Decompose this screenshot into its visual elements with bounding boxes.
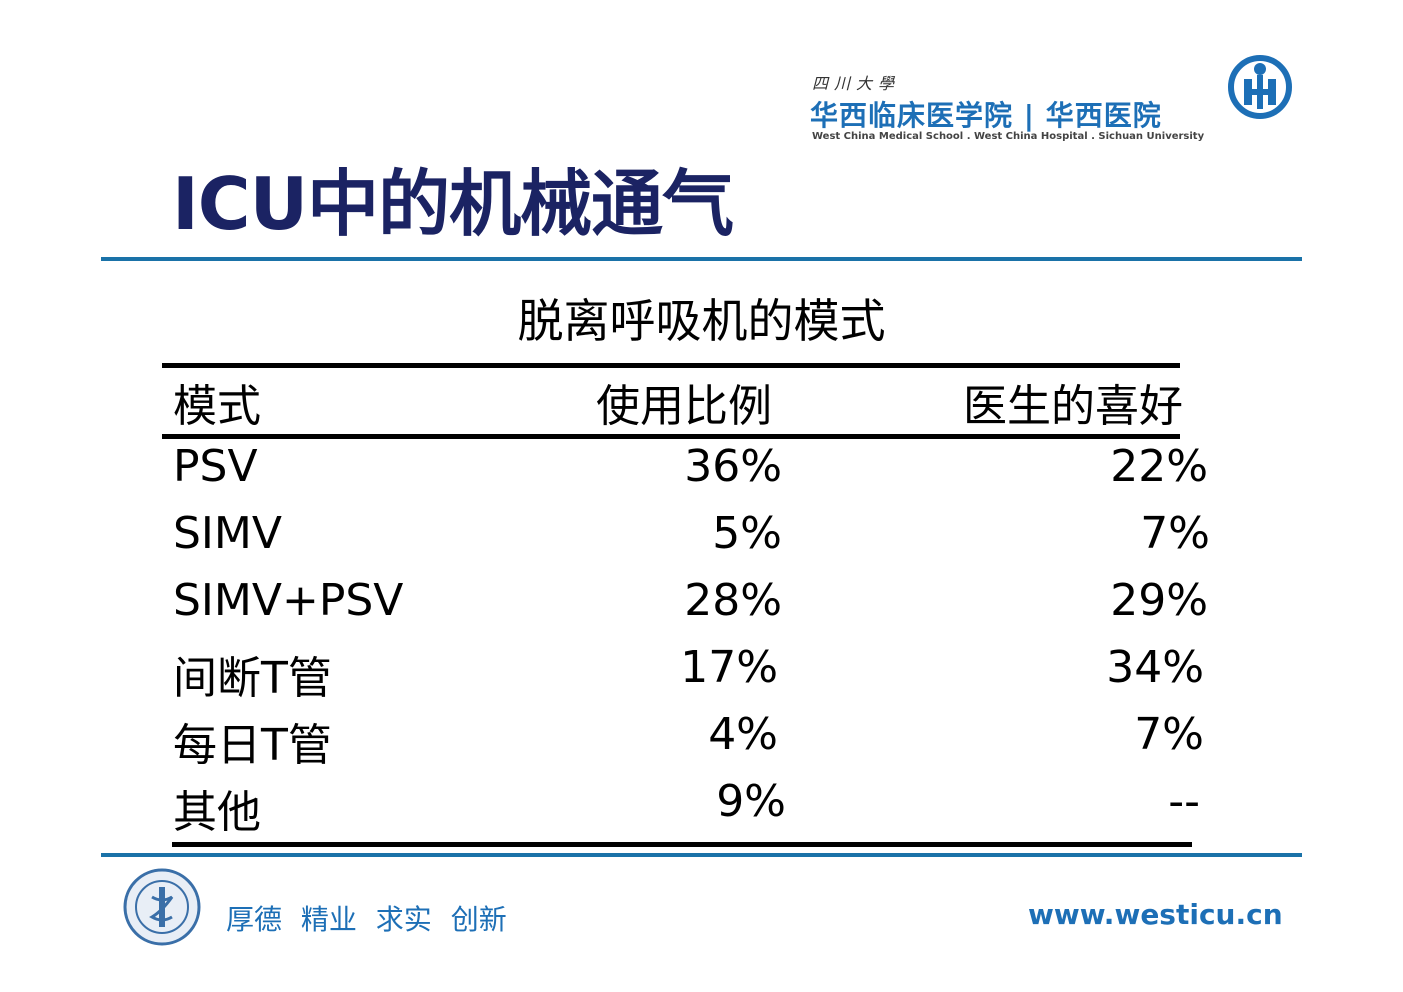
top-divider: [101, 257, 1302, 261]
table-top-rule: [162, 363, 1180, 368]
preference-cell: 29%: [1110, 575, 1208, 626]
table-bottom-rule: [172, 842, 1192, 847]
footer-slogan: 厚德 精业 求实 创新: [226, 903, 507, 936]
institution-logo-text: 华西临床医学院 | 华西医院: [810, 99, 1162, 132]
table-header-preference: 医生的喜好: [963, 381, 1183, 432]
preference-cell: --: [1168, 776, 1200, 827]
usage-cell: 17%: [680, 642, 778, 693]
preference-cell: 7%: [1140, 508, 1210, 559]
usage-cell: 28%: [684, 575, 782, 626]
table-header-rule: [162, 434, 1180, 439]
bottom-divider: [101, 853, 1302, 857]
usage-cell: 4%: [708, 709, 778, 760]
usage-cell: 5%: [712, 508, 782, 559]
table-caption: 脱离呼吸机的模式: [517, 294, 886, 348]
table-header-usage: 使用比例: [596, 381, 772, 432]
mode-cell: 每日T管: [173, 720, 332, 771]
mode-cell: SIMV+PSV: [173, 575, 404, 626]
preference-cell: 7%: [1134, 709, 1204, 760]
preference-cell: 22%: [1110, 441, 1208, 492]
mode-cell: SIMV: [173, 508, 282, 559]
mode-cell: 其他: [173, 787, 261, 838]
school-seal-icon: [123, 868, 201, 946]
slide-title: ICU中的机械通气: [172, 162, 734, 246]
hospital-emblem-icon: [1228, 55, 1292, 119]
table-header-mode: 模式: [173, 381, 261, 432]
usage-cell: 36%: [684, 441, 782, 492]
preference-cell: 34%: [1106, 642, 1204, 693]
institution-english-text: West China Medical School . West China H…: [812, 131, 1205, 142]
usage-cell: 9%: [716, 776, 786, 827]
mode-cell: PSV: [173, 441, 258, 492]
mode-cell: 间断T管: [173, 653, 332, 704]
university-small-logo-text: 四川大學: [812, 74, 901, 93]
footer-url-link[interactable]: www.westicu.cn: [1028, 898, 1283, 931]
